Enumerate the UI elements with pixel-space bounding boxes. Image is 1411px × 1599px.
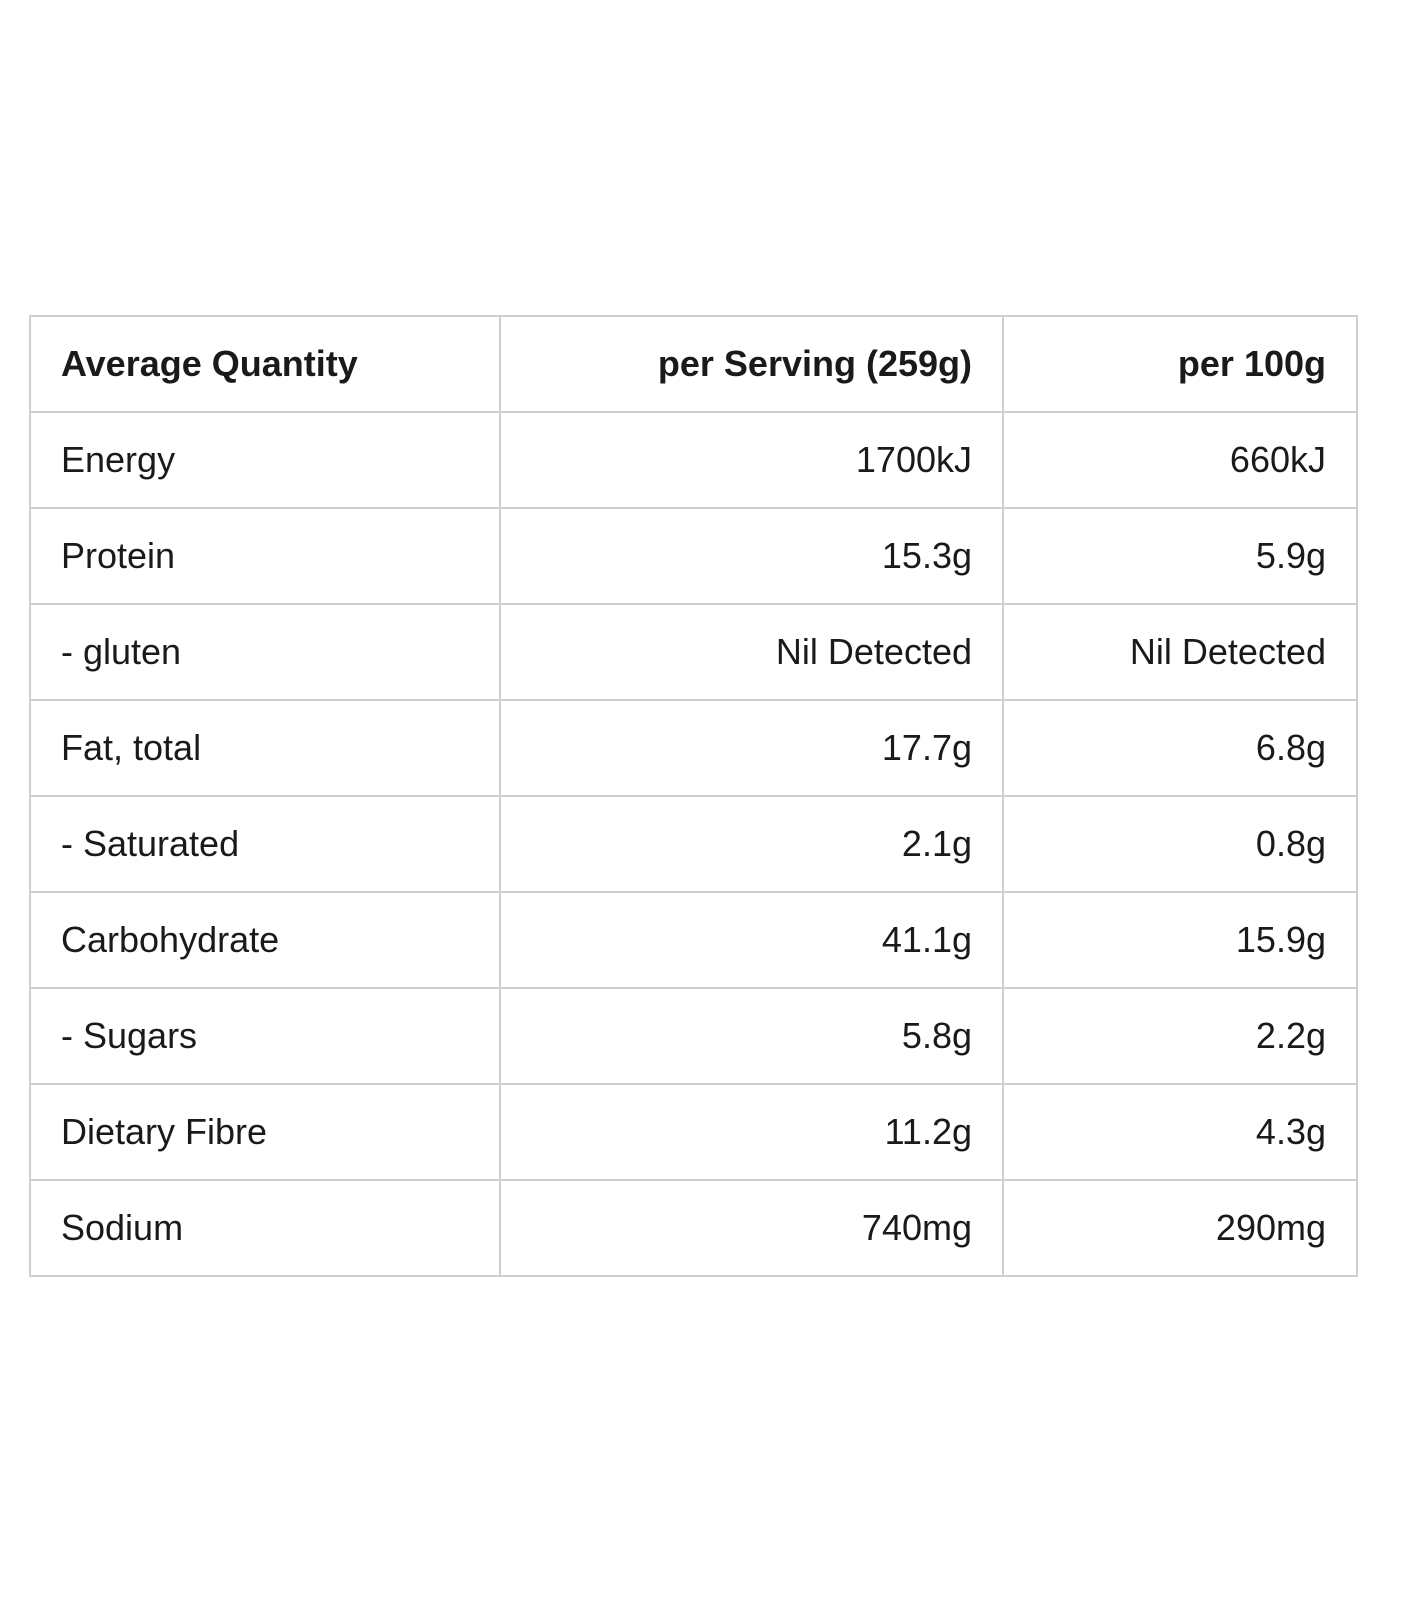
table-row: - gluten Nil Detected Nil Detected — [29, 603, 1358, 701]
table-row: Sodium 740mg 290mg — [29, 1179, 1358, 1277]
row-label: - Saturated — [29, 795, 501, 893]
per-100g-value: 4.3g — [1002, 1083, 1358, 1181]
nutrition-table: Average Quantity per Serving (259g) per … — [29, 315, 1358, 1277]
per-100g-value: 15.9g — [1002, 891, 1358, 989]
per-100g-value: 5.9g — [1002, 507, 1358, 605]
row-label: Carbohydrate — [29, 891, 501, 989]
table-row: Dietary Fibre 11.2g 4.3g — [29, 1083, 1358, 1181]
per-100g-value: 6.8g — [1002, 699, 1358, 797]
per-serving-value: 15.3g — [499, 507, 1004, 605]
per-serving-value: 41.1g — [499, 891, 1004, 989]
row-label: Fat, total — [29, 699, 501, 797]
per-serving-value: 740mg — [499, 1179, 1004, 1277]
header-average-quantity: Average Quantity — [29, 315, 501, 413]
per-100g-value: 2.2g — [1002, 987, 1358, 1085]
row-label: - Sugars — [29, 987, 501, 1085]
row-label: Energy — [29, 411, 501, 509]
table-row: - Sugars 5.8g 2.2g — [29, 987, 1358, 1085]
table-row: Protein 15.3g 5.9g — [29, 507, 1358, 605]
table-row: Energy 1700kJ 660kJ — [29, 411, 1358, 509]
row-label: Sodium — [29, 1179, 501, 1277]
table-body: Energy 1700kJ 660kJ Protein 15.3g 5.9g -… — [29, 411, 1358, 1277]
header-row: Average Quantity per Serving (259g) per … — [29, 315, 1358, 413]
per-serving-value: 17.7g — [499, 699, 1004, 797]
table-row: Fat, total 17.7g 6.8g — [29, 699, 1358, 797]
per-serving-value: 2.1g — [499, 795, 1004, 893]
per-100g-value: 0.8g — [1002, 795, 1358, 893]
header-per-serving: per Serving (259g) — [499, 315, 1004, 413]
row-label: Protein — [29, 507, 501, 605]
row-label: Dietary Fibre — [29, 1083, 501, 1181]
per-serving-value: Nil Detected — [499, 603, 1004, 701]
per-serving-value: 1700kJ — [499, 411, 1004, 509]
per-100g-value: Nil Detected — [1002, 603, 1358, 701]
table-row: - Saturated 2.1g 0.8g — [29, 795, 1358, 893]
table-row: Carbohydrate 41.1g 15.9g — [29, 891, 1358, 989]
header-per-100g: per 100g — [1002, 315, 1358, 413]
per-100g-value: 660kJ — [1002, 411, 1358, 509]
per-serving-value: 5.8g — [499, 987, 1004, 1085]
row-label: - gluten — [29, 603, 501, 701]
per-serving-value: 11.2g — [499, 1083, 1004, 1181]
table-header: Average Quantity per Serving (259g) per … — [29, 315, 1358, 413]
per-100g-value: 290mg — [1002, 1179, 1358, 1277]
